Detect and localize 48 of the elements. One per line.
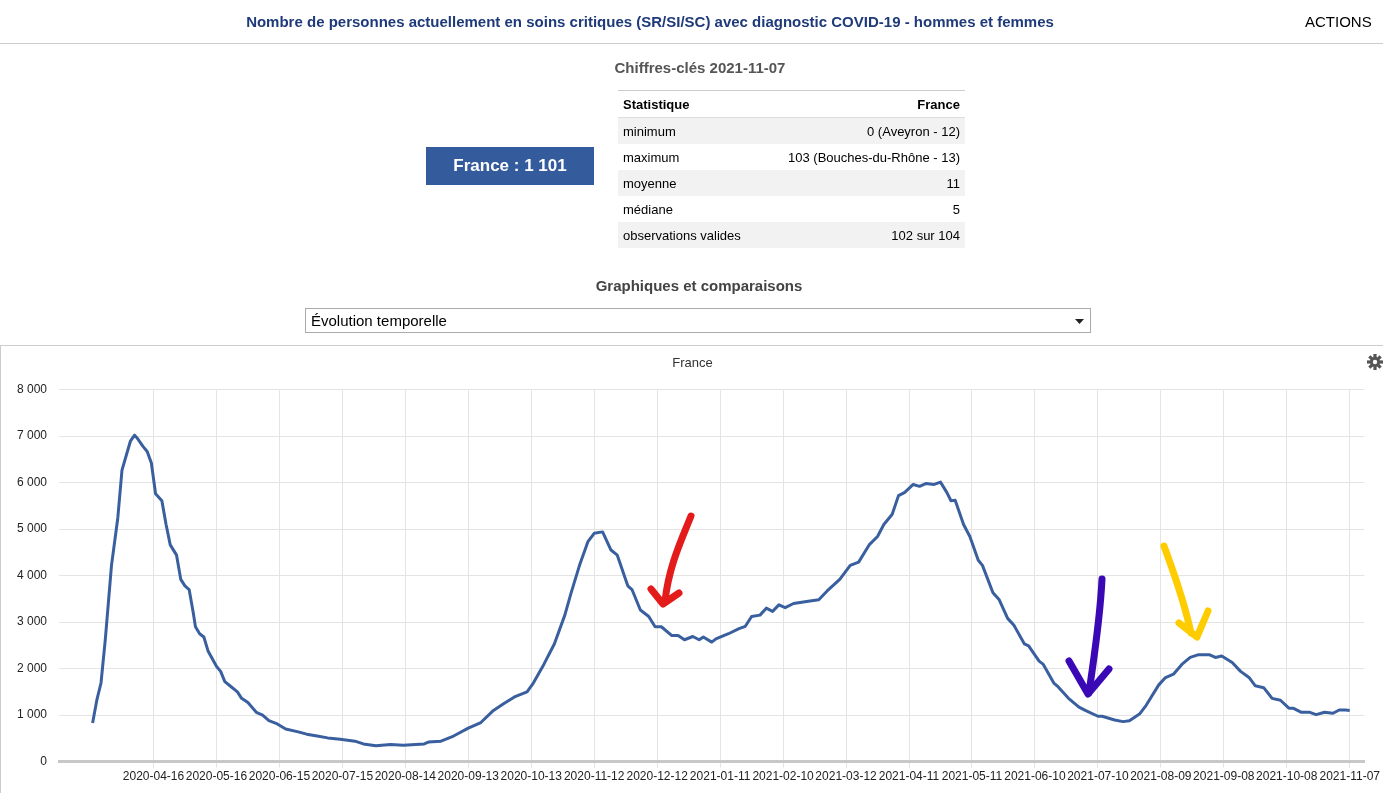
y-tick-label: 1 000 — [17, 707, 48, 722]
text: 102 sur 104 — [761, 222, 965, 248]
y-tick-label: 8 000 — [17, 381, 48, 396]
text: France — [761, 90, 965, 118]
x-tick-label: 2021-03-12 — [815, 769, 878, 784]
x-tick-label: 2020-10-13 — [500, 769, 563, 784]
y-tick-label: 2 000 — [17, 660, 48, 675]
x-tick-label: 2021-08-09 — [1130, 769, 1192, 784]
x-tick-label: 2020-11-12 — [563, 769, 625, 784]
x-tick-label: 2020-07-15 — [311, 769, 374, 784]
x-tick-label: 2021-01-11 — [689, 769, 751, 784]
text: moyenne — [618, 170, 762, 196]
text: Statistique — [618, 90, 762, 118]
text: observations valides — [618, 222, 762, 248]
text: Évolution temporelle — [305, 308, 1091, 333]
x-tick-label: 2021-05-11 — [941, 769, 1003, 784]
y-tick-label: 7 000 — [17, 428, 48, 443]
text: Chiffres-clés 2021-11-07 — [613, 59, 787, 76]
text: ACTIONS — [1305, 13, 1372, 30]
x-tick-label: 2021-02-10 — [752, 769, 815, 784]
y-tick-label: 3 000 — [17, 614, 48, 629]
y-tick-label: 0 — [40, 753, 48, 768]
y-tick-label: 5 000 — [17, 521, 48, 536]
y-tick-label: 6 000 — [17, 474, 48, 489]
text: 0 (Aveyron - 12) — [761, 117, 965, 144]
chart-title: France — [672, 355, 713, 371]
text: Nombre de personnes actuellement en soins critiques (SR/SI/SC) avec diagnostic COVID-19 - hommes et femmes — [245, 13, 1055, 30]
x-tick-label: 2021-04-11 — [878, 769, 940, 784]
x-tick-label: 2020-04-16 — [122, 769, 185, 784]
text: minimum — [618, 117, 762, 144]
text: 5 — [951, 200, 961, 219]
x-tick-label: 2021-10-08 — [1256, 769, 1318, 784]
x-tick-label: 2020-08-14 — [374, 769, 437, 784]
text: 11 — [761, 170, 965, 196]
y-tick-label: 4 000 — [17, 567, 48, 582]
text: 103 (Bouches-du-Rhône - 13) — [787, 148, 961, 167]
x-tick-label: 2021-09-08 — [1193, 769, 1255, 784]
text: France : 1 101 — [426, 147, 594, 185]
text: Graphiques et comparaisons — [594, 277, 804, 294]
x-tick-label: 2021-07-10 — [1067, 769, 1129, 784]
x-tick-label: 2020-12-12 — [626, 769, 689, 784]
x-tick-label: 2020-05-16 — [185, 769, 248, 784]
text: maximum — [622, 148, 681, 167]
x-tick-label: 2020-06-15 — [248, 769, 311, 784]
text: médiane — [622, 200, 674, 219]
x-tick-label: 2020-09-13 — [437, 769, 500, 784]
x-tick-label: 2021-11-07 — [1319, 769, 1381, 784]
x-tick-label: 2021-06-10 — [1004, 769, 1066, 784]
